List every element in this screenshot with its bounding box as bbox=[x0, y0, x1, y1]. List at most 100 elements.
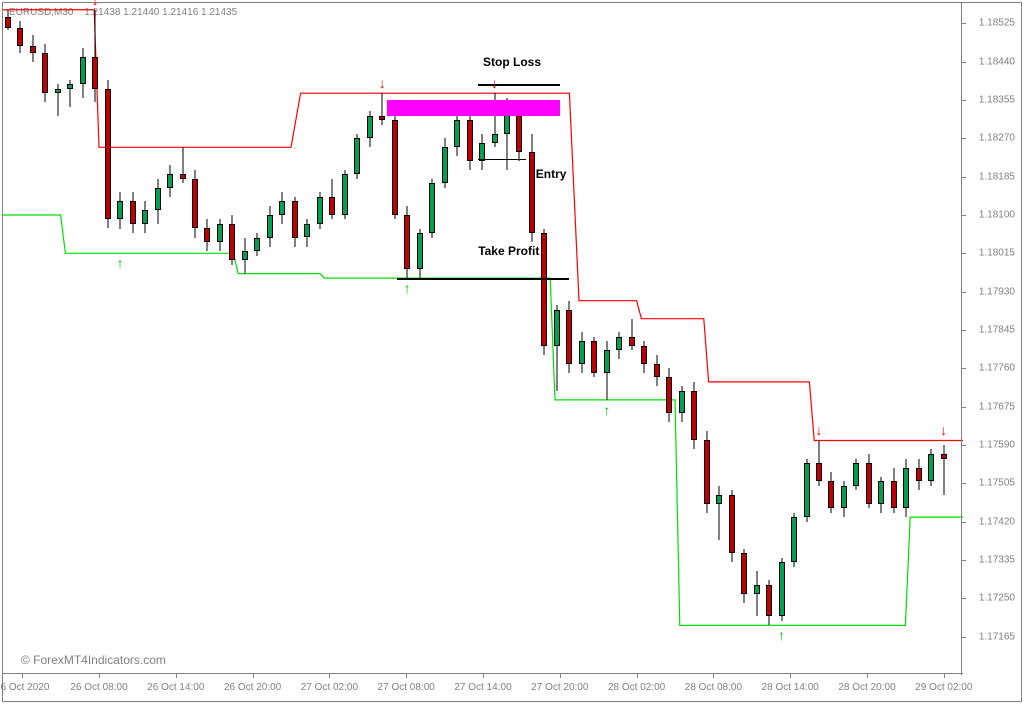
candle bbox=[679, 386, 685, 422]
entry-label: Entry bbox=[536, 167, 567, 181]
candle bbox=[180, 147, 186, 183]
arrow-down-icon: ↓ bbox=[379, 75, 386, 91]
candle bbox=[67, 80, 73, 107]
x-axis-label: 26 Oct 08:00 bbox=[70, 682, 127, 693]
candle bbox=[317, 192, 323, 228]
candle bbox=[791, 513, 797, 567]
candle bbox=[342, 170, 348, 220]
y-axis-label: 1.18270 bbox=[979, 133, 1015, 144]
candle bbox=[704, 431, 710, 512]
candle bbox=[292, 197, 298, 247]
candle bbox=[367, 111, 373, 147]
candle bbox=[105, 80, 111, 229]
candle bbox=[891, 468, 897, 513]
x-axis-label: 28 Oct 02:00 bbox=[608, 682, 665, 693]
y-axis-label: 1.17165 bbox=[979, 631, 1015, 642]
candle bbox=[254, 233, 260, 256]
candle bbox=[541, 229, 547, 355]
candle bbox=[429, 179, 435, 238]
candle bbox=[467, 111, 473, 170]
candle bbox=[779, 558, 785, 621]
candle bbox=[579, 332, 585, 373]
candle bbox=[529, 134, 535, 242]
x-axis-label: 26 Oct 20:00 bbox=[224, 682, 281, 693]
candle bbox=[716, 486, 722, 540]
arrow-down-icon: ↓ bbox=[940, 422, 947, 438]
candle bbox=[229, 215, 235, 265]
chart-container: EURUSD,M30 1.21438 1.21440 1.21416 1.214… bbox=[2, 2, 1022, 702]
candle bbox=[167, 165, 173, 197]
candle bbox=[304, 219, 310, 246]
x-axis-label: 28 Oct 08:00 bbox=[685, 682, 742, 693]
x-axis-label: 26 Oct 14:00 bbox=[147, 682, 204, 693]
y-axis-label: 1.18185 bbox=[979, 171, 1015, 182]
chart-area[interactable]: Stop LossEntryTake Profit↓↑↓↑↓↑↑↓↓ bbox=[3, 3, 963, 675]
y-axis-label: 1.18355 bbox=[979, 94, 1015, 105]
x-axis-label: 27 Oct 20:00 bbox=[531, 682, 588, 693]
y-axis-label: 1.17250 bbox=[979, 593, 1015, 604]
candle bbox=[329, 179, 335, 220]
candle bbox=[242, 238, 248, 274]
arrow-up-icon: ↑ bbox=[778, 627, 785, 643]
y-axis-label: 1.17760 bbox=[979, 363, 1015, 374]
candle bbox=[729, 490, 735, 562]
candle bbox=[916, 459, 922, 491]
candle bbox=[828, 472, 834, 513]
candle bbox=[741, 549, 747, 603]
x-axis-label: 28 Oct 14:00 bbox=[762, 682, 819, 693]
candle bbox=[616, 332, 622, 359]
candle bbox=[754, 571, 760, 616]
candle bbox=[30, 35, 36, 62]
y-axis-label: 1.17930 bbox=[979, 286, 1015, 297]
candle bbox=[5, 10, 11, 30]
candle bbox=[866, 454, 872, 508]
y-axis-label: 1.17845 bbox=[979, 324, 1015, 335]
take-profit-line bbox=[397, 278, 570, 280]
x-axis-label: 26 Oct 2020 bbox=[0, 682, 49, 693]
candle bbox=[853, 459, 859, 491]
x-axis-label: 27 Oct 08:00 bbox=[378, 682, 435, 693]
candle bbox=[404, 206, 410, 278]
candle bbox=[117, 192, 123, 228]
candle bbox=[903, 459, 909, 518]
candle bbox=[130, 192, 136, 233]
candle bbox=[554, 305, 560, 391]
y-axis-label: 1.18525 bbox=[979, 18, 1015, 29]
candle bbox=[204, 219, 210, 251]
candle bbox=[566, 301, 572, 373]
arrow-up-icon: ↑ bbox=[117, 255, 124, 271]
candle bbox=[155, 179, 161, 224]
candle bbox=[591, 337, 597, 378]
candle bbox=[55, 84, 61, 116]
entry-line bbox=[478, 159, 526, 161]
y-axis-label: 1.17505 bbox=[979, 478, 1015, 489]
candle bbox=[192, 170, 198, 238]
candle bbox=[928, 449, 934, 485]
x-axis-label: 28 Oct 20:00 bbox=[838, 682, 895, 693]
candle bbox=[80, 48, 86, 98]
candle bbox=[17, 21, 23, 53]
y-axis-label: 1.18100 bbox=[979, 209, 1015, 220]
y-axis-label: 1.18015 bbox=[979, 248, 1015, 259]
candle bbox=[604, 341, 610, 400]
y-axis-label: 1.17675 bbox=[979, 401, 1015, 412]
candle bbox=[42, 44, 48, 103]
watermark: © ForexMT4Indicators.com bbox=[21, 653, 166, 667]
y-axis-label: 1.17335 bbox=[979, 554, 1015, 565]
candle bbox=[666, 368, 672, 422]
candle bbox=[816, 440, 822, 485]
candle bbox=[142, 201, 148, 233]
candle bbox=[392, 116, 398, 220]
x-axis-label: 27 Oct 02:00 bbox=[301, 682, 358, 693]
x-axis-label: 27 Oct 14:00 bbox=[454, 682, 511, 693]
candle bbox=[454, 111, 460, 156]
arrow-up-icon: ↑ bbox=[603, 402, 610, 418]
y-axis: 1.18525 1.18440 1.18355 1.18270 1.18185 1.181… bbox=[961, 3, 1021, 675]
y-axis-label: 1.17420 bbox=[979, 516, 1015, 527]
candle bbox=[629, 319, 635, 351]
candle bbox=[267, 206, 273, 247]
candle bbox=[92, 10, 98, 102]
candle bbox=[641, 341, 647, 373]
y-axis-label: 1.17590 bbox=[979, 439, 1015, 450]
y-axis-label: 1.18440 bbox=[979, 56, 1015, 67]
